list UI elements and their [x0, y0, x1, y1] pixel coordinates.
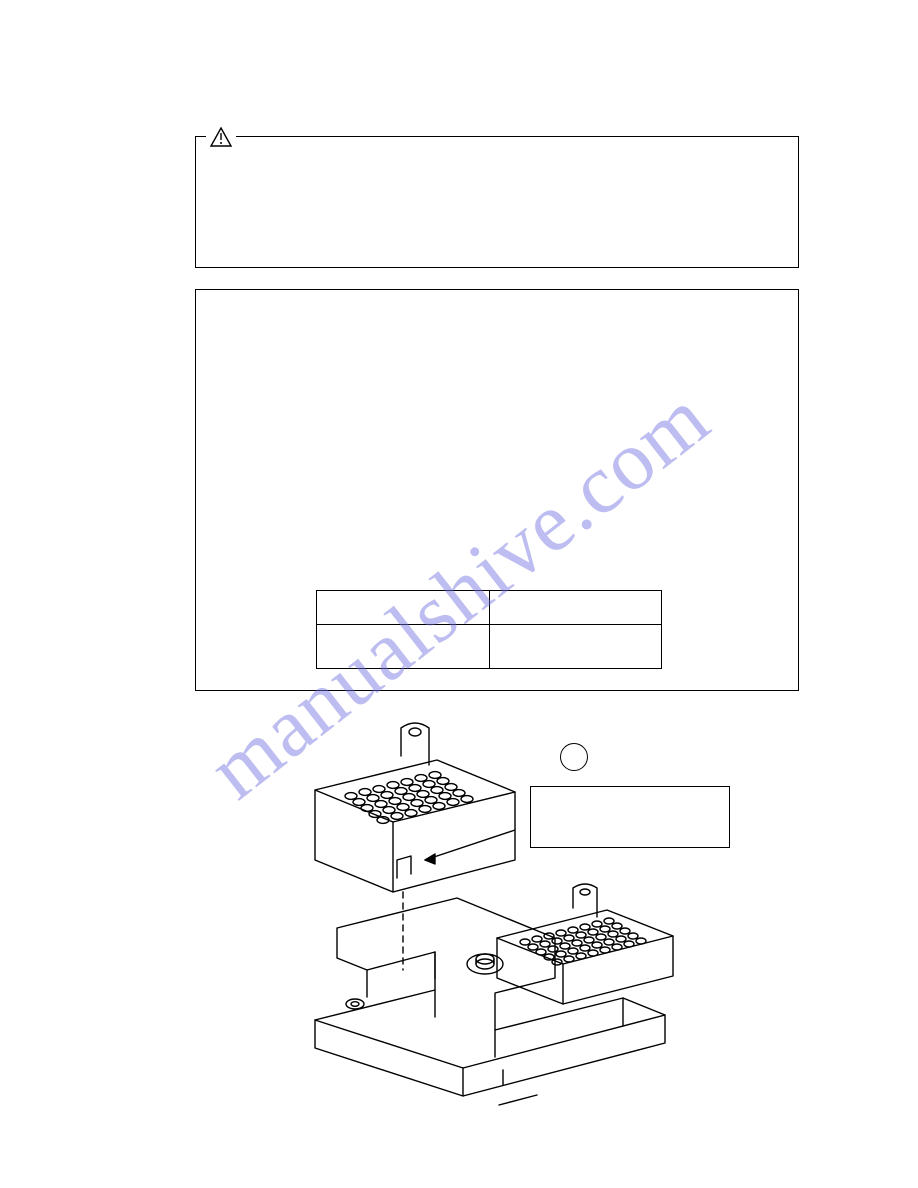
- document-page: manualshive.com: [0, 0, 918, 1188]
- table-cell: [317, 625, 490, 669]
- table-header-cell: [489, 591, 662, 625]
- warning-box: [195, 136, 799, 268]
- table-row: [317, 625, 662, 669]
- triangle-exclamation-icon: [206, 127, 236, 152]
- table-row: [317, 591, 662, 625]
- table-cell: [489, 625, 662, 669]
- note-box: [195, 289, 799, 691]
- spec-table: [316, 590, 662, 669]
- table-header-cell: [317, 591, 490, 625]
- figure-illustration: [255, 720, 725, 1140]
